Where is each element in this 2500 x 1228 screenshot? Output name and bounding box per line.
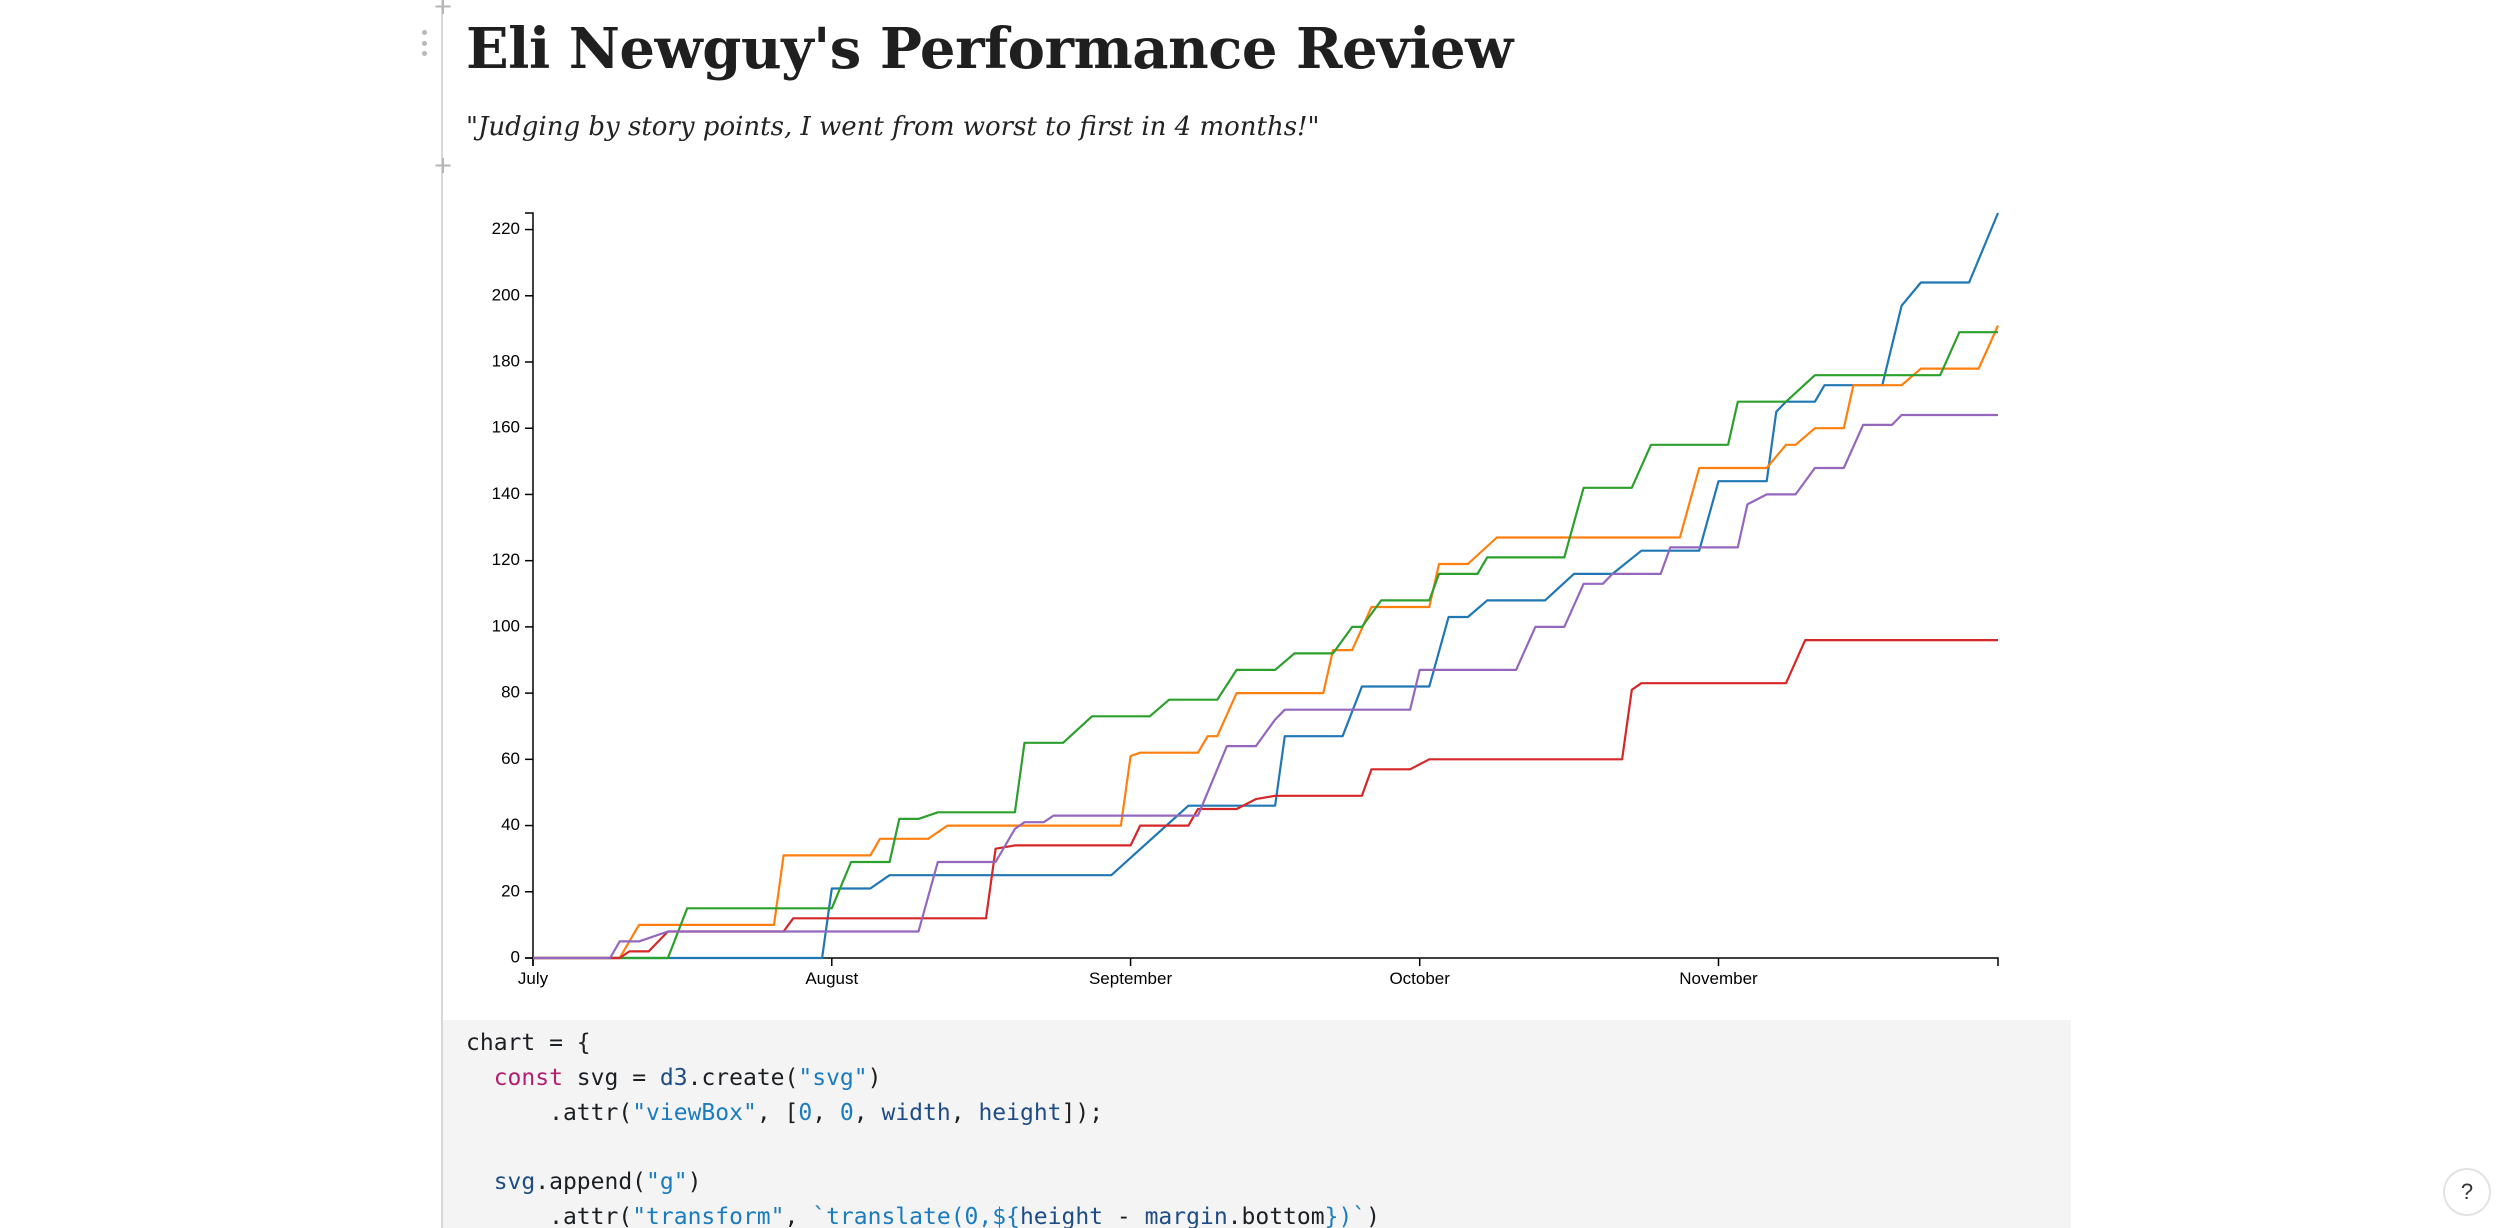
y-tick-label: 160: [492, 418, 520, 437]
y-tick-label: 40: [501, 815, 520, 834]
y-tick-label: 20: [501, 881, 520, 900]
x-tick-label: October: [1389, 969, 1450, 988]
add-cell-plus-icon-top[interactable]: +: [432, 0, 454, 20]
series-line-3: [533, 331, 1998, 960]
story-points-chart: 0 20 40 60 80 100 120 140 160 180 200 220 July Augus…: [466, 195, 2026, 1005]
series-line-2: [533, 325, 2000, 960]
x-tick-label: September: [1089, 969, 1172, 988]
y-tick-label: 0: [511, 947, 520, 966]
y-tick-label: 140: [492, 484, 520, 503]
y-axis: 0 20 40 60 80 100 120 140 160 180 200 220: [492, 212, 534, 966]
series-line-4: [533, 639, 1998, 960]
help-button[interactable]: ?: [2443, 1168, 2491, 1216]
add-cell-plus-icon[interactable]: +: [432, 151, 454, 179]
code-line-3: .attr("viewBox", [0, 0, width, height]);: [493, 1100, 1104, 1126]
series-line-5: [533, 413, 1998, 960]
y-tick-label: 100: [492, 616, 520, 635]
code-line-5: svg.append("g"): [493, 1169, 702, 1195]
page-quote: "Judging by story points, I went from wo…: [466, 112, 1320, 142]
code-line-6: .attr("transform", `translate(0,${height…: [493, 1204, 1381, 1228]
y-axis-domain: [525, 212, 534, 959]
x-axis: July August September October November: [518, 957, 1999, 988]
drag-handle-icon[interactable]: [419, 30, 429, 56]
series-group: [533, 212, 2000, 960]
x-tick-label: November: [1679, 969, 1758, 988]
series-line-1: [533, 212, 2000, 960]
notebook-gutter-line: [441, 0, 443, 1228]
x-tick-label: August: [805, 969, 858, 988]
code-line-1: chart = {: [466, 1030, 591, 1056]
y-tick-label: 120: [492, 550, 520, 569]
x-tick-label: July: [518, 969, 549, 988]
y-tick-label: 180: [492, 351, 520, 370]
y-tick-label: 200: [492, 285, 520, 304]
code-cell[interactable]: chart = { const svg = d3.create("svg") .…: [443, 1020, 2071, 1228]
code-line-2: const svg = d3.create("svg"): [493, 1065, 882, 1091]
x-axis-domain: [532, 957, 1999, 966]
y-tick-label: 80: [501, 683, 520, 702]
y-tick-label: 220: [492, 219, 520, 238]
page-title: Eli Newguy's Performance Review: [466, 16, 1513, 82]
line-chart-svg: 0 20 40 60 80 100 120 140 160 180 200 220 July Augus…: [492, 212, 2000, 988]
y-tick-label: 60: [501, 749, 520, 768]
